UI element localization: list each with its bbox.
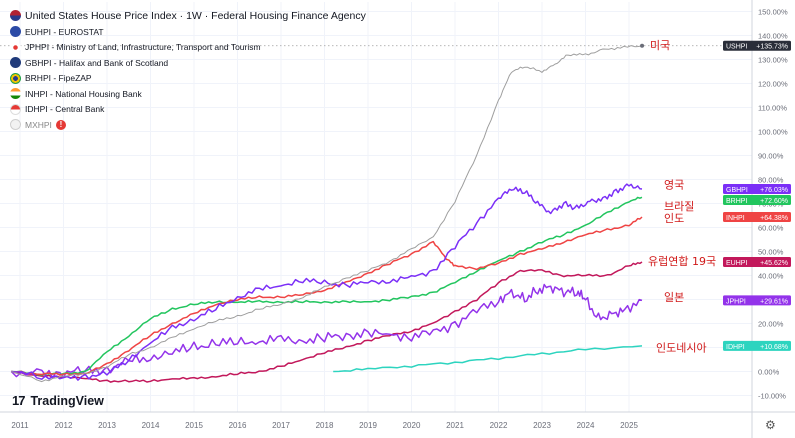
value-badge-value-brhpi: +72.60% (760, 198, 788, 205)
legend: United States House Price Index · 1W · F… (10, 7, 366, 133)
x-tick-label: 2015 (185, 421, 203, 430)
tradingview-logo-icon: 17 (12, 393, 26, 408)
value-badge-value-jphpi: +29.61% (760, 298, 788, 305)
y-tick-label: 60.00% (758, 224, 784, 233)
value-badge-name-idhpi: IDHPI (726, 344, 745, 351)
y-tick-label: -10.00% (758, 392, 786, 401)
legend-label-mxhpi: MXHPI (25, 119, 52, 130)
value-badge-name-jphpi: JPHPI (726, 298, 746, 305)
uk-flag-icon (10, 57, 21, 69)
legend-row-jphpi[interactable]: JPHPI - Ministry of Land, Infrastructure… (10, 40, 366, 56)
y-tick-label: 0.00% (758, 368, 780, 377)
brazil-flag-icon (10, 72, 21, 84)
value-badge-inhpi[interactable] (723, 211, 791, 222)
value-badge-value-idhpi: +10.68% (760, 344, 788, 351)
legend-row-idhpi[interactable]: IDHPI - Central Bank (10, 102, 366, 118)
x-tick-label: 2017 (272, 421, 290, 430)
value-badge-name-euhpi: EUHPI (726, 260, 747, 267)
legend-title-row[interactable]: United States House Price Index · 1W · F… (10, 7, 366, 24)
legend-row-gbhpi[interactable]: GBHPI - Halifax and Bank of Scotland (10, 55, 366, 71)
x-tick-label: 2013 (98, 421, 116, 430)
eu-flag-icon (10, 26, 21, 38)
tradingview-logo[interactable]: 17 TradingView (12, 393, 104, 408)
y-tick-label: 140.00% (758, 32, 788, 41)
y-tick-label: 40.00% (758, 272, 784, 281)
legend-row-brhpi[interactable]: BRHPI - FipeZAP (10, 71, 366, 87)
value-badge-name-gbhpi: GBHPI (726, 187, 748, 194)
value-badge-brhpi[interactable] (723, 195, 791, 206)
y-tick-label: 80.00% (758, 176, 784, 185)
annotation-inhpi: 인도 (664, 212, 684, 225)
value-badge-value-inhpi: +64.38% (760, 215, 788, 222)
value-badge-euhpi[interactable] (723, 257, 791, 268)
legend-label-jphpi: JPHPI - Ministry of Land, Infrastructure… (25, 42, 261, 53)
y-tick-label: 20.00% (758, 320, 784, 329)
series-line-idhpi[interactable] (333, 345, 643, 373)
japan-flag-icon (10, 41, 21, 53)
legend-label-brhpi: BRHPI - FipeZAP (25, 73, 92, 84)
legend-label-gbhpi: GBHPI - Halifax and Bank of Scotland (25, 57, 169, 68)
annotation-ushpi: 미국 (650, 39, 670, 52)
annotation-jphpi: 일본 (664, 290, 684, 304)
series-line-euhpi[interactable] (11, 261, 643, 383)
y-tick-label: 150.00% (758, 8, 788, 17)
value-badge-gbhpi[interactable] (723, 184, 791, 195)
x-tick-label: 2011 (11, 421, 29, 430)
value-badge-name-brhpi: BRHPI (726, 198, 747, 205)
value-badge-value-ushpi: +135.73% (756, 44, 788, 51)
value-badge-value-gbhpi: +76.03% (760, 187, 788, 194)
value-badge-name-ushpi: USHPI (726, 44, 747, 51)
y-tick-label: 130.00% (758, 56, 788, 65)
value-badge-idhpi[interactable] (723, 340, 791, 351)
gear-icon[interactable]: ⚙ (765, 418, 776, 432)
x-tick-label: 2014 (142, 421, 160, 430)
us-flag-icon (10, 10, 21, 21)
y-tick-label: 120.00% (758, 80, 788, 89)
x-tick-label: 2016 (229, 421, 247, 430)
annotation-idhpi: 인도네시아 (656, 342, 707, 355)
annotation-brhpi: 브라질 (664, 200, 694, 213)
legend-row-mxhpi[interactable]: MXHPI ! (10, 117, 366, 133)
x-tick-label: 2025 (620, 421, 638, 430)
x-tick-label: 2021 (446, 421, 464, 430)
warning-icon[interactable]: ! (55, 119, 66, 130)
india-flag-icon (10, 88, 21, 100)
legend-label-inhpi: INHPI - National Housing Bank (25, 88, 142, 99)
legend-title: United States House Price Index · 1W · F… (25, 9, 366, 22)
x-tick-label: 2020 (403, 421, 421, 430)
legend-label-euhpi: EUHPI - EUROSTAT (25, 26, 104, 37)
x-tick-label: 2022 (490, 421, 508, 430)
legend-label-idhpi: IDHPI - Central Bank (25, 104, 105, 115)
series-line-gbhpi[interactable] (11, 183, 643, 381)
series-line-inhpi[interactable] (11, 216, 643, 376)
series-line-ushpi[interactable] (11, 45, 643, 383)
legend-row-inhpi[interactable]: INHPI - National Housing Bank (10, 86, 366, 102)
y-tick-label: 100.00% (758, 128, 788, 137)
annotation-euhpi: 유럽연합 19국 (648, 254, 716, 268)
x-tick-label: 2024 (577, 421, 595, 430)
tradingview-logo-text: TradingView (30, 393, 104, 408)
y-tick-label: 110.00% (758, 104, 787, 113)
ushpi-last-point (640, 43, 645, 48)
value-badge-ushpi[interactable] (723, 40, 791, 51)
value-badge-value-euhpi: +45.62% (760, 260, 788, 267)
value-badge-jphpi[interactable] (723, 295, 791, 306)
x-tick-label: 2012 (55, 421, 73, 430)
x-tick-label: 2018 (316, 421, 334, 430)
value-badge-name-inhpi: INHPI (726, 215, 745, 222)
mexico-flag-icon (10, 119, 21, 131)
y-tick-label: 90.00% (758, 152, 784, 161)
indonesia-flag-icon (10, 103, 21, 115)
annotation-gbhpi: 영국 (664, 178, 684, 191)
series-line-brhpi[interactable] (11, 196, 643, 376)
x-tick-label: 2019 (359, 421, 377, 430)
x-tick-label: 2023 (533, 421, 551, 430)
series-line-jphpi[interactable] (10, 283, 643, 379)
legend-row-euhpi[interactable]: EUHPI - EUROSTAT (10, 24, 366, 40)
y-tick-label: 50.00% (758, 248, 784, 257)
